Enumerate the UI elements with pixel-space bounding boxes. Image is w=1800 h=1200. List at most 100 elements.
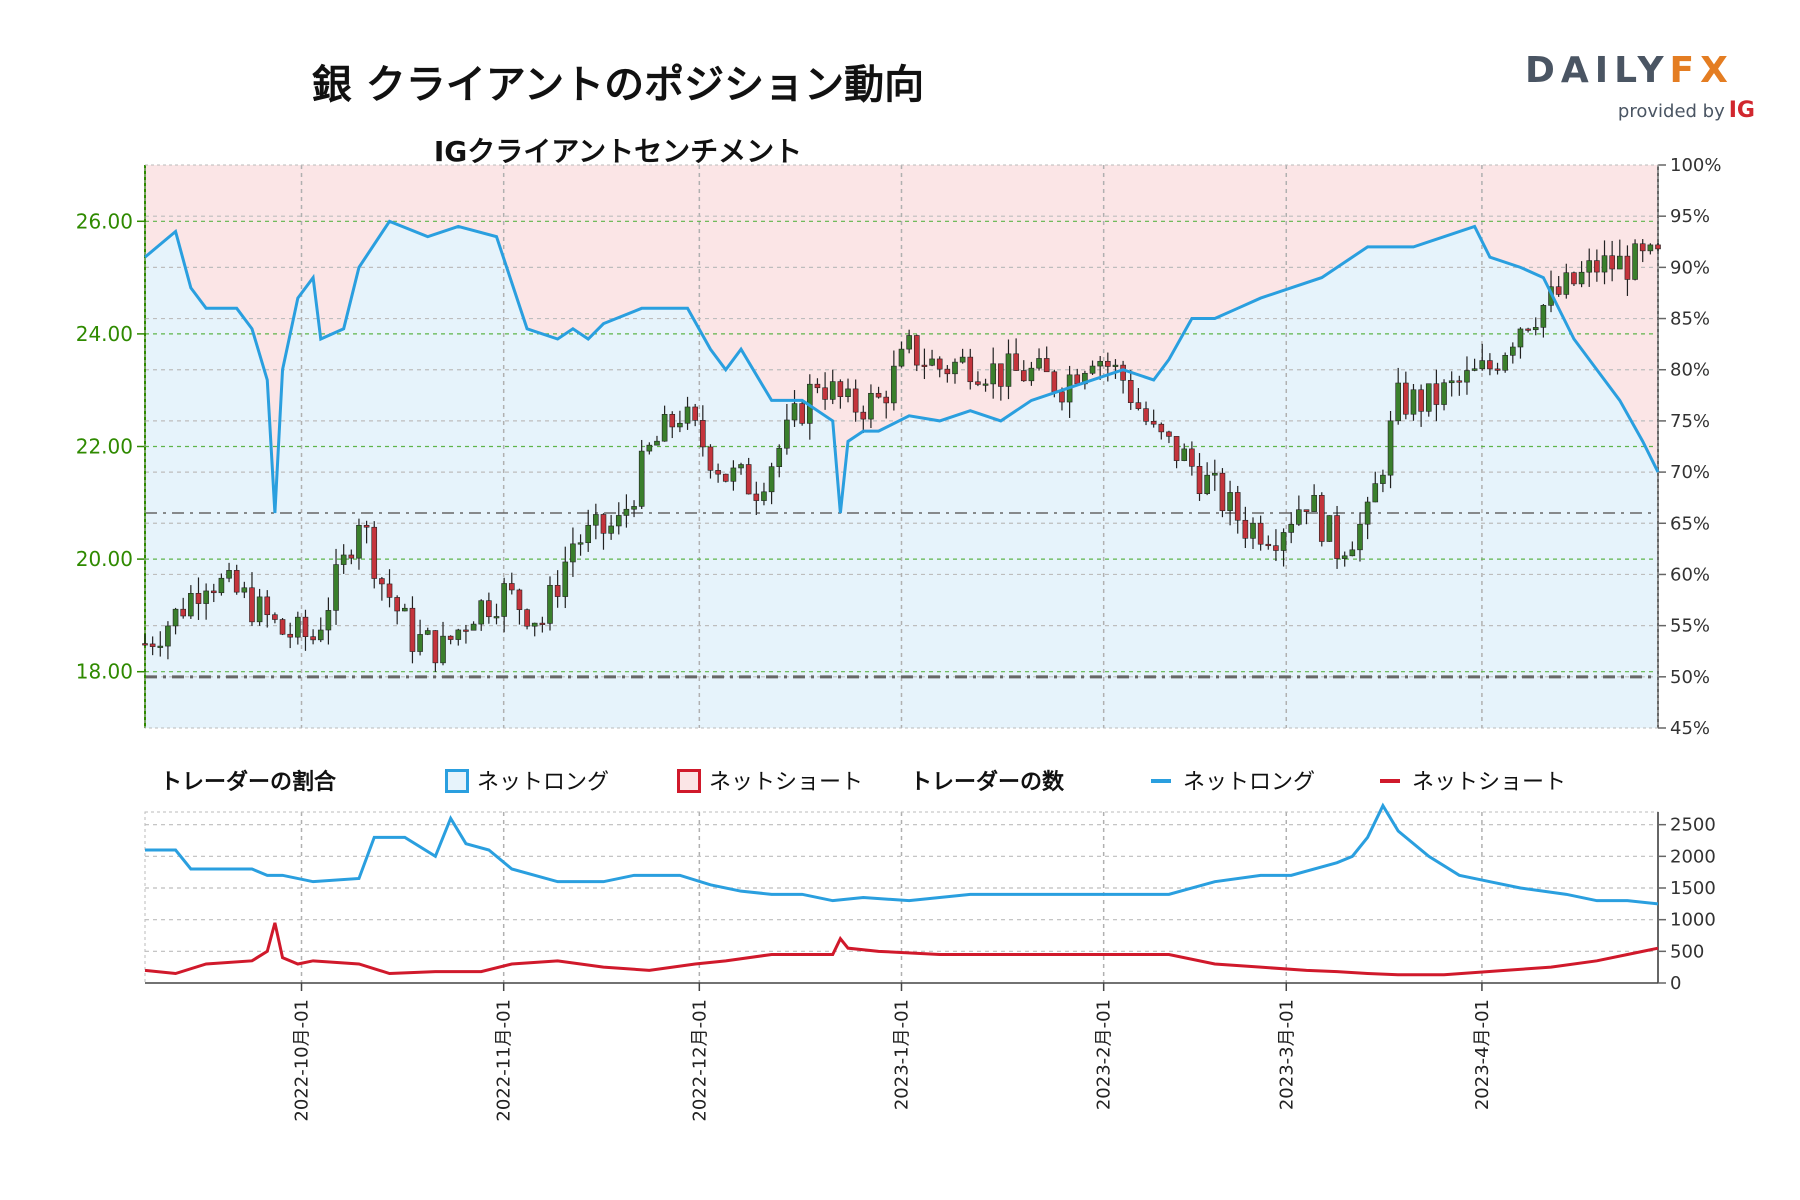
price-candle — [1380, 474, 1386, 484]
price-candle — [921, 364, 928, 367]
short-line-icon — [1380, 779, 1400, 783]
price-candle — [1540, 305, 1547, 328]
price-candle — [172, 608, 179, 627]
price-candle — [165, 625, 171, 647]
price-candle — [1043, 358, 1050, 373]
x-tick-label: 2023-4月-01 — [1472, 999, 1493, 1110]
price-candle — [631, 506, 637, 510]
price-candle — [669, 414, 676, 428]
price-candle — [1189, 448, 1195, 467]
price-candle — [692, 406, 698, 421]
price-candle — [929, 358, 935, 366]
price-candle — [845, 388, 851, 397]
price-candle — [1487, 360, 1493, 370]
price-candle — [1494, 368, 1501, 371]
price-candle — [1410, 389, 1417, 415]
price-candle — [554, 585, 561, 597]
pct-tick-label: 90% — [1670, 257, 1710, 278]
price-candle — [226, 570, 232, 579]
pct-tick-label: 100% — [1670, 155, 1721, 176]
price-candle — [371, 526, 378, 579]
price-candle — [1555, 286, 1562, 295]
legend-ratio-label: トレーダーの割合 — [160, 770, 337, 795]
logo-provided-text: provided by — [1617, 101, 1725, 122]
long-line-icon — [1151, 779, 1171, 783]
price-candle — [684, 406, 691, 424]
short-square-icon — [677, 769, 701, 793]
price-candle — [913, 335, 920, 366]
price-candle — [524, 609, 530, 627]
price-candle — [891, 365, 897, 404]
chart-subtitle: IGクライアントセンチメント — [433, 135, 803, 168]
price-candle — [707, 446, 714, 471]
price-candle — [249, 587, 255, 623]
pct-tick-label: 80% — [1670, 360, 1710, 381]
pct-tick-label: 85% — [1670, 309, 1710, 330]
price-candle — [1624, 255, 1631, 280]
price-candle — [1196, 466, 1203, 494]
price-candle — [295, 616, 301, 638]
price-candle — [852, 388, 859, 413]
price-candle — [1242, 519, 1249, 539]
price-candle — [883, 396, 890, 404]
price-candle — [1166, 431, 1172, 437]
price-candle — [577, 542, 584, 545]
price-candle — [585, 524, 592, 544]
price-candle — [1471, 368, 1478, 371]
price-candle — [539, 622, 546, 625]
price-candle — [722, 473, 729, 482]
x-tick-label: 2023-1月-01 — [892, 999, 913, 1110]
legend-count-long-label: ネットロング — [1183, 770, 1316, 795]
legend-count-title: トレーダーの数 — [910, 764, 1065, 795]
price-candle — [233, 570, 240, 593]
pct-tick-label: 55% — [1670, 616, 1710, 637]
legend-ratio-long-label: ネットロング — [477, 770, 610, 795]
price-candle — [531, 622, 538, 627]
price-candle — [1578, 271, 1585, 285]
price-candle — [814, 383, 821, 389]
legend-count-label: トレーダーの数 — [910, 770, 1065, 795]
price-candle — [1059, 391, 1065, 403]
price-candle — [188, 593, 194, 617]
price-candle — [615, 515, 622, 527]
price-candle — [600, 514, 607, 534]
price-candle — [1341, 555, 1348, 559]
dailyfx-logo[interactable]: DAILYFX provided by IG — [1525, 50, 1765, 123]
price-candle — [998, 363, 1004, 387]
price-candle — [1456, 380, 1463, 383]
price-candle — [508, 583, 515, 591]
price-candle — [1395, 382, 1401, 422]
price-candle — [1234, 492, 1241, 521]
x-tick-label: 2022-10月-01 — [292, 999, 313, 1122]
price-candle — [1601, 255, 1608, 273]
price-candle — [906, 335, 912, 350]
price-candle — [1150, 421, 1157, 425]
logo-provided-by: provided by IG — [1618, 98, 1755, 123]
price-candle — [982, 383, 989, 386]
price-candle — [875, 392, 882, 398]
legend-count-long[interactable]: ネットロング — [1151, 764, 1316, 795]
legend-count-short[interactable]: ネットショート — [1380, 764, 1566, 795]
price-candle — [1586, 260, 1593, 273]
price-candle — [409, 607, 416, 652]
price-candle — [1158, 423, 1165, 433]
price-candle — [424, 630, 431, 635]
price-candle — [837, 381, 844, 397]
price-candle — [799, 403, 805, 424]
price-candle — [440, 635, 446, 664]
pct-tick-label: 75% — [1670, 411, 1710, 432]
count-tick-label: 500 — [1670, 941, 1704, 962]
x-tick-label: 2023-2月-01 — [1094, 999, 1115, 1110]
legend-ratio-short[interactable]: ネットショート — [677, 764, 863, 795]
price-candle — [1655, 244, 1661, 250]
chart-title: 銀 クライアントのポジション動向 — [311, 62, 925, 108]
price-candle — [302, 616, 309, 637]
price-candle — [654, 440, 660, 446]
price-candle — [1135, 402, 1142, 409]
price-candle — [1425, 383, 1432, 412]
price-candle — [1334, 515, 1340, 559]
price-candle — [829, 381, 836, 400]
price-candle — [715, 470, 721, 475]
x-tick-label: 2022-11月-01 — [494, 999, 515, 1122]
legend-ratio-long[interactable]: ネットロング — [445, 764, 610, 795]
